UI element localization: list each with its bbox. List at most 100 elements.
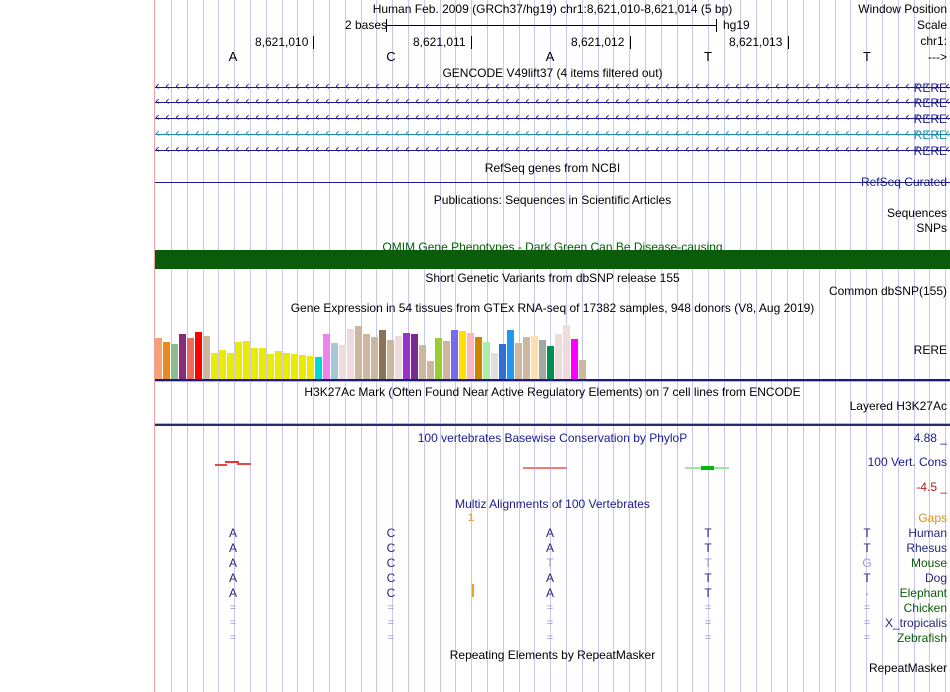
gtex-tissue-bar[interactable] — [267, 354, 274, 380]
gtex-tissue-bar[interactable] — [563, 325, 570, 380]
multiz-species-label[interactable]: Elephant — [899, 586, 947, 600]
gtex-tissue-bar[interactable] — [379, 330, 386, 380]
gtex-tissue-bar[interactable] — [299, 355, 306, 380]
gtex-tissue-bar[interactable] — [155, 338, 162, 380]
gtex-tissue-bar[interactable] — [259, 348, 266, 380]
strand-arrow-icon: ‹ — [435, 144, 440, 156]
strand-arrow-icon: ‹ — [535, 112, 540, 124]
gtex-tissue-bar[interactable] — [467, 333, 474, 380]
strand-arrow-icon: ‹ — [355, 112, 360, 124]
gtex-tissue-bar[interactable] — [339, 345, 346, 380]
gtex-expression-barchart[interactable] — [155, 318, 950, 380]
gtex-tissue-bar[interactable] — [315, 357, 322, 380]
strand-arrow-icon: ‹ — [265, 81, 270, 93]
gtex-tissue-bar[interactable] — [291, 354, 298, 380]
strand-arrow-icon: ‹ — [495, 144, 500, 156]
gtex-tissue-bar[interactable] — [307, 356, 314, 380]
label-strand-direction: ---> — [928, 50, 947, 64]
gtex-tissue-bar[interactable] — [347, 329, 354, 380]
gtex-tissue-bar[interactable] — [475, 337, 482, 380]
gtex-tissue-bar[interactable] — [371, 337, 378, 380]
gtex-tissue-bar[interactable] — [211, 353, 218, 380]
gtex-tissue-bar[interactable] — [275, 351, 282, 380]
gtex-tissue-bar[interactable] — [443, 341, 450, 380]
gtex-tissue-bar[interactable] — [539, 340, 546, 380]
gencode-transcript-row[interactable]: ‹ ‹ ‹ ‹ ‹ ‹ ‹ ‹ ‹ ‹ ‹ ‹ ‹ ‹ ‹ ‹ ‹ ‹ ‹ ‹ ‹ ‹ ‹ ‹ ‹ ‹ ‹ ‹ ‹ ‹ ‹ ‹ ‹ ‹ ‹ ‹ ‹ ‹ ‹ ‹… — [155, 144, 950, 157]
gtex-tissue-bar[interactable] — [547, 346, 554, 380]
gencode-transcript-label[interactable]: RERE — [913, 128, 947, 142]
strand-arrow-icon: ‹ — [195, 81, 200, 93]
strand-arrow-icon: ‹ — [155, 144, 160, 156]
multiz-species-label[interactable]: Dog — [924, 571, 947, 585]
gtex-tissue-bar[interactable] — [507, 330, 514, 380]
gridline — [582, 0, 583, 692]
gtex-tissue-bar[interactable] — [331, 343, 338, 380]
multiz-species-label[interactable]: Chicken — [903, 601, 947, 615]
multiz-species-label[interactable]: Rhesus — [906, 541, 947, 555]
gtex-tissue-bar[interactable] — [451, 330, 458, 380]
cons-min-value: -4.5 _ — [916, 480, 947, 494]
multiz-species-label[interactable]: Zebrafish — [896, 631, 947, 645]
gtex-tissue-bar[interactable] — [435, 338, 442, 380]
gtex-tissue-bar[interactable] — [499, 344, 506, 380]
gencode-transcript-row[interactable]: ‹ ‹ ‹ ‹ ‹ ‹ ‹ ‹ ‹ ‹ ‹ ‹ ‹ ‹ ‹ ‹ ‹ ‹ ‹ ‹ ‹ ‹ ‹ ‹ ‹ ‹ ‹ ‹ ‹ ‹ ‹ ‹ ‹ ‹ ‹ ‹ ‹ ‹ ‹ ‹… — [155, 96, 950, 109]
strand-arrow-icon: ‹ — [325, 128, 330, 140]
gtex-tissue-bar[interactable] — [531, 336, 538, 380]
gtex-tissue-bar[interactable] — [195, 332, 202, 380]
gtex-tissue-bar[interactable] — [411, 334, 418, 380]
strand-arrow-icon: ‹ — [335, 144, 340, 156]
strand-arrow-icon: ‹ — [655, 144, 660, 156]
gtex-tissue-bar[interactable] — [219, 350, 226, 380]
h3k27ac-top-rule — [155, 381, 950, 382]
gencode-transcript-label[interactable]: RERE — [913, 144, 947, 158]
gtex-tissue-bar[interactable] — [395, 336, 402, 380]
gtex-tissue-bar[interactable] — [515, 343, 522, 380]
gtex-tissue-bar[interactable] — [163, 342, 170, 380]
phylop-conservation-plot[interactable] — [155, 430, 950, 492]
strand-arrow-icon: ‹ — [855, 81, 860, 93]
gtex-tissue-bar[interactable] — [243, 341, 250, 380]
gtex-tissue-bar[interactable] — [387, 340, 394, 380]
gtex-tissue-bar[interactable] — [355, 326, 362, 380]
gencode-transcript-row[interactable]: ‹ ‹ ‹ ‹ ‹ ‹ ‹ ‹ ‹ ‹ ‹ ‹ ‹ ‹ ‹ ‹ ‹ ‹ ‹ ‹ ‹ ‹ ‹ ‹ ‹ ‹ ‹ ‹ ‹ ‹ ‹ ‹ ‹ ‹ ‹ ‹ ‹ ‹ ‹ ‹… — [155, 112, 950, 125]
multiz-species-label[interactable]: Mouse — [910, 556, 947, 570]
refseq-curated-line[interactable] — [155, 182, 950, 183]
multiz-base: G — [862, 556, 872, 570]
gtex-tissue-bar[interactable] — [427, 361, 434, 380]
multiz-species-label[interactable]: Human — [908, 526, 947, 540]
gencode-transcript-row[interactable]: ‹ ‹ ‹ ‹ ‹ ‹ ‹ ‹ ‹ ‹ ‹ ‹ ‹ ‹ ‹ ‹ ‹ ‹ ‹ ‹ ‹ ‹ ‹ ‹ ‹ ‹ ‹ ‹ ‹ ‹ ‹ ‹ ‹ ‹ ‹ ‹ ‹ ‹ ‹ ‹… — [155, 128, 950, 141]
strand-arrow-icon: ‹ — [585, 81, 590, 93]
gtex-tissue-bar[interactable] — [171, 344, 178, 380]
gtex-tissue-bar[interactable] — [203, 336, 210, 380]
gtex-tissue-bar[interactable] — [251, 348, 258, 380]
gtex-tissue-bar[interactable] — [363, 334, 370, 380]
omim-gene-bar[interactable] — [155, 250, 950, 269]
gtex-tissue-bar[interactable] — [403, 333, 410, 380]
gtex-tissue-bar[interactable] — [491, 353, 498, 380]
gencode-transcript-label[interactable]: RERE — [913, 96, 947, 110]
multiz-base: = — [546, 632, 554, 644]
gtex-tissue-bar[interactable] — [283, 353, 290, 380]
gtex-tissue-bar[interactable] — [571, 339, 578, 380]
gtex-tissue-bar[interactable] — [579, 360, 586, 380]
gtex-tissue-bar[interactable] — [187, 338, 194, 380]
gtex-tissue-bar[interactable] — [523, 337, 530, 380]
multiz-species-label[interactable]: X_tropicalis — [884, 616, 947, 630]
gencode-transcript-label[interactable]: RERE — [913, 112, 947, 126]
gencode-transcript-label[interactable]: RERE — [913, 81, 947, 95]
gtex-tissue-bar[interactable] — [227, 353, 234, 380]
gtex-tissue-bar[interactable] — [483, 342, 490, 380]
gtex-tissue-bar[interactable] — [555, 334, 562, 380]
strand-arrow-icon: ‹ — [515, 81, 520, 93]
gencode-transcript-row[interactable]: ‹ ‹ ‹ ‹ ‹ ‹ ‹ ‹ ‹ ‹ ‹ ‹ ‹ ‹ ‹ ‹ ‹ ‹ ‹ ‹ ‹ ‹ ‹ ‹ ‹ ‹ ‹ ‹ ‹ ‹ ‹ ‹ ‹ ‹ ‹ ‹ ‹ ‹ ‹ ‹… — [155, 81, 950, 94]
strand-arrow-icon: ‹ — [205, 112, 210, 124]
strand-arrow-icon: ‹ — [765, 81, 770, 93]
gtex-tissue-bar[interactable] — [235, 342, 242, 380]
gtex-tissue-bar[interactable] — [459, 331, 466, 380]
gtex-tissue-bar[interactable] — [419, 345, 426, 380]
gtex-tissue-bar[interactable] — [323, 334, 330, 380]
strand-arrow-icon: ‹ — [155, 128, 160, 140]
strand-arrow-icon: ‹ — [485, 81, 490, 93]
gtex-tissue-bar[interactable] — [179, 334, 186, 380]
